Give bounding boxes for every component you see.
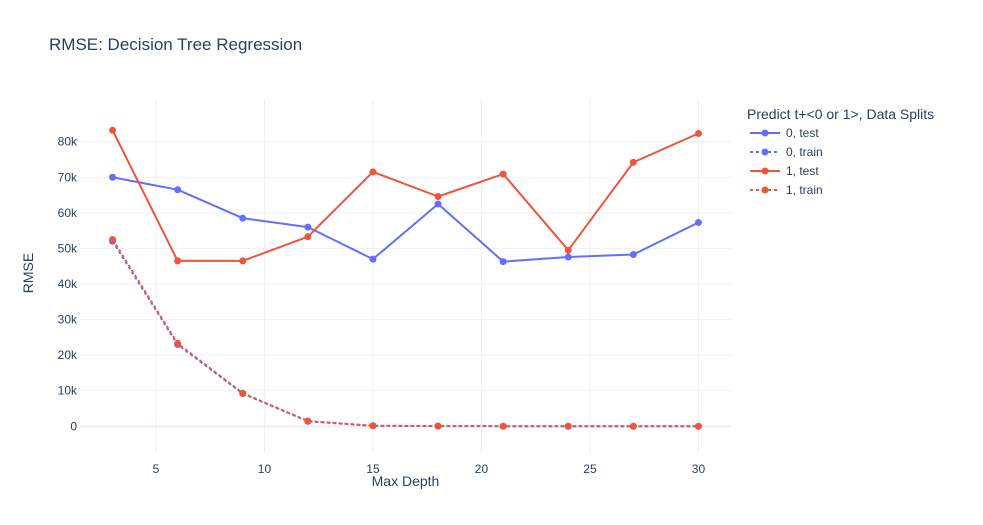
data-point[interactable] xyxy=(434,422,442,430)
legend-title: Predict t+<0 or 1>, Data Splits xyxy=(747,106,934,122)
data-point[interactable] xyxy=(564,253,572,261)
data-point[interactable] xyxy=(174,339,182,347)
series-line xyxy=(111,240,699,428)
legend-swatch-marker xyxy=(761,148,769,156)
series xyxy=(109,126,702,265)
legend-label: 0, train xyxy=(786,145,823,159)
series xyxy=(109,237,702,430)
data-point[interactable] xyxy=(499,258,507,266)
data-point[interactable] xyxy=(174,186,182,194)
data-point[interactable] xyxy=(629,250,637,258)
legend-item[interactable]: 1, test xyxy=(750,164,819,178)
series-line xyxy=(111,129,699,262)
series xyxy=(109,173,702,266)
series-line xyxy=(111,238,699,428)
legend: Predict t+<0 or 1>, Data Splits 0, test 0… xyxy=(747,106,934,197)
y-tick-label: 20k xyxy=(58,348,78,362)
chart-title: RMSE: Decision Tree Regression xyxy=(49,35,302,54)
data-point[interactable] xyxy=(109,126,117,134)
data-point[interactable] xyxy=(109,173,117,181)
series xyxy=(109,236,702,430)
x-tick-label: 15 xyxy=(366,462,380,476)
x-axis-ticks: 5 10 15 20 25 30 xyxy=(153,462,706,476)
y-tick-label: 70k xyxy=(58,170,78,184)
data-point[interactable] xyxy=(499,170,507,178)
legend-item[interactable]: 0, train xyxy=(750,145,823,159)
y-axis-label: RMSE xyxy=(20,253,36,293)
data-point[interactable] xyxy=(694,422,702,430)
data-point[interactable] xyxy=(564,246,572,254)
data-point[interactable] xyxy=(434,192,442,200)
y-axis-ticks: 0 10k 20k 30k 40k 50k 60k 70k 80k xyxy=(58,135,78,434)
y-tick-label: 60k xyxy=(58,206,78,220)
x-tick-label: 30 xyxy=(692,462,706,476)
legend-label: 0, test xyxy=(786,126,819,140)
x-tick-label: 5 xyxy=(153,462,160,476)
legend-swatch-marker xyxy=(761,129,769,137)
legend-swatch-marker xyxy=(761,186,769,194)
data-point[interactable] xyxy=(564,422,572,430)
data-point[interactable] xyxy=(694,130,702,138)
legend-item[interactable]: 1, train xyxy=(750,183,823,197)
data-point[interactable] xyxy=(369,422,377,430)
grid xyxy=(80,99,731,453)
x-tick-label: 20 xyxy=(475,462,489,476)
y-tick-label: 30k xyxy=(58,313,78,327)
data-point[interactable] xyxy=(499,422,507,430)
data-point[interactable] xyxy=(304,223,312,231)
legend-swatch-marker xyxy=(761,167,769,175)
data-point[interactable] xyxy=(694,218,702,226)
data-point[interactable] xyxy=(109,236,117,244)
data-point[interactable] xyxy=(369,255,377,263)
data-point[interactable] xyxy=(239,257,247,265)
legend-label: 1, test xyxy=(786,164,819,178)
y-tick-label: 50k xyxy=(58,241,78,255)
y-tick-label: 10k xyxy=(58,384,78,398)
legend-label: 1, train xyxy=(786,183,823,197)
plot-area xyxy=(109,126,702,430)
data-point[interactable] xyxy=(174,257,182,265)
y-tick-label: 80k xyxy=(58,135,78,149)
data-point[interactable] xyxy=(434,200,442,208)
x-tick-label: 10 xyxy=(258,462,272,476)
y-tick-label: 0 xyxy=(70,419,77,433)
data-point[interactable] xyxy=(304,233,312,241)
x-axis-label: Max Depth xyxy=(372,473,440,489)
data-point[interactable] xyxy=(239,214,247,222)
y-tick-label: 40k xyxy=(58,277,78,291)
x-tick-label: 25 xyxy=(583,462,597,476)
series-line xyxy=(112,176,699,263)
data-point[interactable] xyxy=(304,417,312,425)
data-point[interactable] xyxy=(369,168,377,176)
legend-item[interactable]: 0, test xyxy=(750,126,819,140)
data-point[interactable] xyxy=(629,422,637,430)
data-point[interactable] xyxy=(629,158,637,166)
data-point[interactable] xyxy=(239,389,247,397)
